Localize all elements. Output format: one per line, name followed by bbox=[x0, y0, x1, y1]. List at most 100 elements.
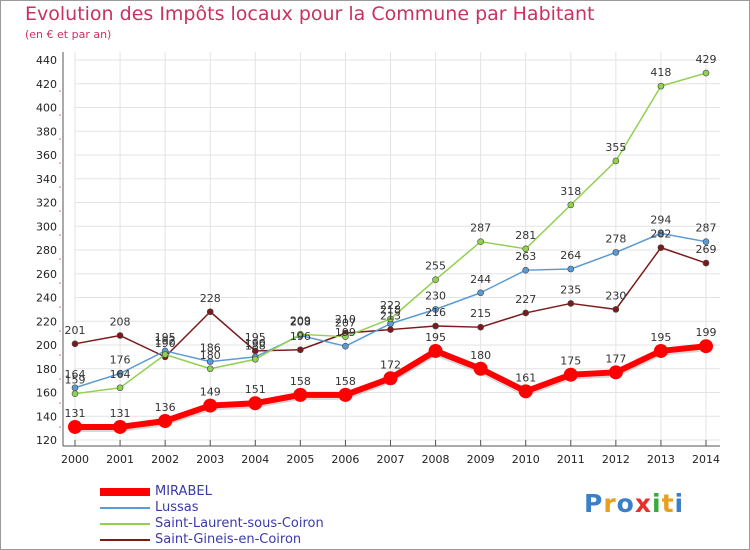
data-point-saint-gineis-en-coiron bbox=[477, 323, 484, 331]
data-label-saint-gineis-en-coiron: 196 bbox=[290, 330, 311, 343]
data-point-mirabel bbox=[383, 371, 398, 386]
legend-swatch bbox=[100, 539, 150, 541]
legend-item-saint-laurent-sous-coiron: Saint-Laurent-sous-Coiron bbox=[100, 516, 360, 532]
data-label-saint-gineis-en-coiron: 269 bbox=[696, 243, 717, 256]
legend-item-mirabel: MIRABEL bbox=[100, 484, 360, 500]
data-point-saint-gineis-en-coiron bbox=[522, 309, 530, 317]
data-label-saint-laurent-sous-coiron: 418 bbox=[650, 66, 671, 79]
data-label-lussas: 278 bbox=[605, 232, 626, 245]
data-point-saint-gineis-en-coiron bbox=[702, 259, 710, 267]
y-tick-label: 160 bbox=[36, 387, 57, 400]
data-point-mirabel bbox=[518, 384, 533, 399]
logo-letter: r bbox=[603, 489, 617, 518]
data-label-mirabel: 149 bbox=[200, 386, 221, 399]
data-label-lussas: 176 bbox=[110, 354, 131, 367]
data-label-saint-gineis-en-coiron: 216 bbox=[425, 306, 446, 319]
data-point-mirabel bbox=[113, 419, 128, 434]
data-point-lussas bbox=[702, 238, 710, 245]
y-tick-label: 120 bbox=[36, 434, 57, 447]
x-tick-label: 2003 bbox=[196, 453, 224, 466]
data-label-lussas: 244 bbox=[470, 273, 491, 286]
legend-label: Saint-Laurent-sous-Coiron bbox=[155, 516, 324, 531]
brand-logo: Proxiti bbox=[584, 489, 684, 518]
x-tick-label: 2001 bbox=[106, 453, 134, 466]
data-point-saint-gineis-en-coiron bbox=[567, 300, 575, 307]
x-tick-label: 2010 bbox=[512, 453, 540, 466]
data-point-mirabel bbox=[293, 387, 308, 402]
data-point-saint-laurent-sous-coiron bbox=[522, 245, 530, 253]
data-point-lussas bbox=[342, 342, 349, 350]
y-tick-label: 260 bbox=[36, 268, 57, 281]
data-point-saint-laurent-sous-coiron bbox=[251, 355, 259, 363]
data-label-saint-gineis-en-coiron: 195 bbox=[245, 331, 266, 344]
y-tick-label: 200 bbox=[36, 339, 57, 352]
data-point-saint-gineis-en-coiron bbox=[612, 306, 620, 313]
data-label-saint-laurent-sous-coiron: 287 bbox=[470, 222, 491, 235]
data-point-saint-laurent-sous-coiron bbox=[612, 157, 620, 165]
data-label-saint-laurent-sous-coiron: 255 bbox=[425, 260, 446, 273]
logo-letter: i bbox=[652, 489, 662, 518]
chart-title: Evolution des Impôts locaux pour la Comm… bbox=[25, 3, 595, 25]
data-label-mirabel: 177 bbox=[605, 352, 626, 365]
x-tick-label: 2000 bbox=[61, 453, 89, 466]
data-label-saint-gineis-en-coiron: 215 bbox=[470, 307, 491, 320]
data-label-mirabel: 195 bbox=[425, 331, 446, 344]
data-point-mirabel bbox=[68, 419, 82, 434]
x-tick-label: 2011 bbox=[557, 453, 585, 466]
data-point-saint-gineis-en-coiron bbox=[206, 308, 214, 316]
legend-item-saint-gineis-en-coiron: Saint-Gineis-en-Coiron bbox=[100, 532, 360, 548]
data-label-mirabel: 151 bbox=[245, 383, 266, 396]
y-tick-label: 340 bbox=[36, 173, 57, 186]
x-tick-label: 2012 bbox=[602, 453, 630, 466]
data-point-saint-laurent-sous-coiron bbox=[342, 333, 349, 340]
legend-swatch bbox=[100, 507, 150, 509]
data-point-mirabel bbox=[699, 339, 713, 354]
x-tick-label: 2007 bbox=[377, 453, 405, 466]
data-point-lussas bbox=[206, 358, 214, 365]
data-point-mirabel bbox=[203, 398, 218, 413]
data-label-saint-laurent-sous-coiron: 164 bbox=[110, 368, 131, 381]
data-label-saint-laurent-sous-coiron: 281 bbox=[515, 229, 536, 242]
data-label-lussas: 263 bbox=[515, 250, 536, 263]
axes: 120 140 160 180 200 220 240 260 280 300 320 340 360 3… bbox=[36, 52, 720, 466]
x-tick-label: 2009 bbox=[467, 453, 495, 466]
data-label-saint-gineis-en-coiron: 213 bbox=[380, 310, 401, 323]
data-point-saint-laurent-sous-coiron bbox=[477, 238, 484, 245]
data-point-mirabel bbox=[158, 414, 173, 428]
logo-letter: t bbox=[661, 489, 675, 518]
data-label-saint-laurent-sous-coiron: 207 bbox=[335, 317, 356, 330]
legend: MIRABEL Lussas Saint-Laurent-sous-Coiron Sa… bbox=[100, 484, 360, 548]
data-label-saint-laurent-sous-coiron: 429 bbox=[696, 53, 717, 66]
data-point-saint-laurent-sous-coiron bbox=[387, 315, 394, 323]
grid-lines bbox=[74, 52, 720, 446]
y-tick-label: 220 bbox=[36, 315, 57, 328]
y-tick-label: 360 bbox=[36, 149, 57, 162]
legend-label: Saint-Gineis-en-Coiron bbox=[155, 532, 302, 547]
data-label-saint-gineis-en-coiron: 190 bbox=[155, 337, 176, 350]
data-label-lussas: 195 bbox=[155, 331, 176, 344]
logo-letter: i bbox=[674, 489, 685, 518]
data-label-lussas: 186 bbox=[200, 342, 221, 355]
legend-label: Lussas bbox=[155, 500, 199, 515]
data-point-saint-laurent-sous-coiron bbox=[206, 365, 214, 373]
data-label-saint-laurent-sous-coiron: 209 bbox=[290, 314, 311, 327]
data-label-mirabel: 195 bbox=[650, 331, 671, 344]
data-label-saint-gineis-en-coiron: 230 bbox=[605, 289, 626, 302]
data-point-saint-gineis-en-coiron bbox=[432, 322, 439, 330]
y-tick-label: 300 bbox=[36, 220, 57, 233]
y-tick-label: 280 bbox=[36, 244, 57, 257]
data-point-saint-laurent-sous-coiron bbox=[702, 69, 710, 77]
data-point-lussas bbox=[477, 289, 484, 297]
data-label-mirabel: 136 bbox=[155, 401, 176, 414]
legend-swatch bbox=[100, 488, 150, 496]
data-label-mirabel: 175 bbox=[560, 355, 581, 368]
data-label-mirabel: 180 bbox=[470, 349, 491, 362]
data-label-saint-gineis-en-coiron: 228 bbox=[200, 292, 221, 305]
data-label-mirabel: 158 bbox=[290, 375, 311, 388]
y-tick-label: 420 bbox=[36, 78, 57, 91]
y-tick-label: 320 bbox=[36, 197, 57, 210]
data-label-lussas: 287 bbox=[696, 222, 717, 235]
data-point-lussas bbox=[116, 370, 124, 377]
